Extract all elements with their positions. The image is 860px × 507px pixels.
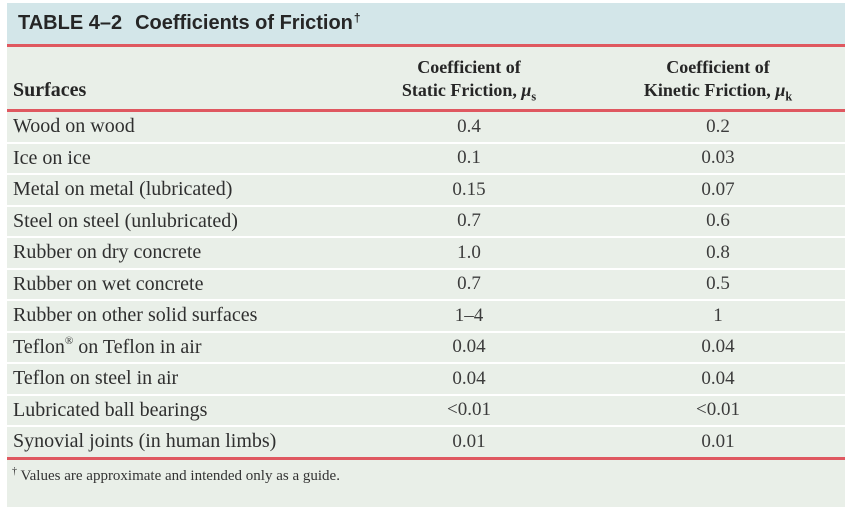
surface-cell: Ice on ice (7, 147, 347, 170)
surface-cell: Metal on metal (lubricated) (7, 178, 347, 201)
kinetic-value: 0.2 (706, 115, 730, 137)
mu-subscript-k: k (785, 89, 793, 104)
surface-label: Metal on metal (lubricated) (13, 178, 233, 201)
kinetic-value: <0.01 (696, 399, 740, 421)
static-value: 0.01 (452, 430, 486, 452)
kinetic-value: 0.8 (706, 241, 730, 263)
static-value: 0.04 (452, 336, 486, 358)
surface-cell: Lubricated ball bearings (7, 399, 347, 422)
mu-symbol: μ (775, 80, 786, 100)
surface-label: Teflon on steel in air (13, 367, 179, 390)
static-value: 0.7 (457, 210, 481, 232)
surface-label: Lubricated ball bearings (13, 398, 208, 421)
static-header-line2: Static Friction, μs (347, 79, 591, 104)
friction-table: TABLE 4–2 Coefficients of Friction † Sur… (7, 3, 845, 507)
column-header-static: Coefficient of Static Friction, μs (347, 56, 591, 104)
kinetic-value: 0.03 (701, 147, 735, 169)
surface-label: Ice on ice (13, 146, 91, 169)
table-number: TABLE 4–2 (18, 12, 123, 34)
table-row: Teflon® on Teflon in air 0.04 0.04 (7, 332, 845, 362)
table-footnote: † Values are approximate and intended on… (7, 459, 845, 507)
surface-cell: Rubber on dry concrete (7, 241, 347, 264)
surface-label: Rubber on dry concrete (13, 241, 202, 264)
table-row: Rubber on other solid surfaces 1–4 1 (7, 301, 845, 331)
static-header-line1: Coefficient of (417, 57, 521, 77)
table-row: Metal on metal (lubricated) 0.15 0.07 (7, 175, 845, 205)
static-value: 0.1 (457, 147, 481, 169)
table-row: Rubber on wet concrete 0.7 0.5 (7, 269, 845, 299)
table-heading: Coefficients of Friction (135, 12, 353, 34)
surface-label: Rubber on other solid surfaces (13, 304, 258, 327)
kinetic-header-line2: Kinetic Friction, μk (591, 79, 845, 104)
static-value: <0.01 (447, 399, 491, 421)
kinetic-header-line1: Coefficient of (666, 57, 770, 77)
kinetic-value: 0.04 (701, 336, 735, 358)
surface-cell: Teflon on steel in air (7, 367, 347, 390)
table-row: Lubricated ball bearings <0.01 <0.01 (7, 395, 845, 425)
kinetic-header-text: Kinetic Friction, (643, 80, 776, 100)
kinetic-value: 0.07 (701, 178, 735, 200)
surface-cell: Synovial joints (in human limbs) (7, 430, 347, 453)
surface-label: Wood on wood (13, 115, 135, 138)
registered-mark: ® (64, 335, 74, 348)
table-row: Wood on wood 0.4 0.2 (7, 112, 845, 142)
static-value: 1.0 (457, 241, 481, 263)
table-row: Ice on ice 0.1 0.03 (7, 143, 845, 173)
surface-cell: Teflon® on Teflon in air (7, 336, 347, 359)
rule-top (7, 44, 845, 47)
surface-label: Synovial joints (in human limbs) (13, 430, 277, 453)
static-value: 0.7 (457, 273, 481, 295)
kinetic-value: 0.5 (706, 273, 730, 295)
static-value: 0.04 (452, 367, 486, 389)
surface-label: Steel on steel (unlubricated) (13, 209, 238, 232)
rule-header-bottom (7, 109, 845, 112)
mu-subscript-s: s (531, 89, 537, 104)
static-value: 1–4 (454, 304, 484, 326)
rule-bottom (7, 456, 845, 460)
kinetic-value: 0.01 (701, 430, 735, 452)
column-header-kinetic: Coefficient of Kinetic Friction, μk (591, 56, 845, 104)
static-value: 0.4 (457, 115, 481, 137)
surface-label: Rubber on wet concrete (13, 272, 204, 295)
table-body: Wood on wood 0.4 0.2 Ice on ice 0.1 0.03… (7, 112, 845, 457)
surface-label-rest: on Teflon in air (73, 335, 202, 358)
mu-symbol: μ (521, 80, 532, 100)
table-row: Synovial joints (in human limbs) 0.01 0.… (7, 427, 845, 457)
dagger-icon: † (12, 465, 17, 477)
static-header-text: Static Friction, (401, 80, 522, 100)
table-header-row: Surfaces Coefficient of Static Friction,… (7, 47, 845, 109)
table-title-bar: TABLE 4–2 Coefficients of Friction † (7, 3, 845, 44)
surface-cell: Steel on steel (unlubricated) (7, 210, 347, 233)
surface-label: Teflon (13, 335, 65, 358)
surface-cell: Rubber on other solid surfaces (7, 304, 347, 327)
surface-cell: Wood on wood (7, 115, 347, 138)
table-row: Steel on steel (unlubricated) 0.7 0.6 (7, 206, 845, 236)
table-row: Teflon on steel in air 0.04 0.04 (7, 364, 845, 394)
footnote-text: Values are approximate and intended only… (17, 467, 340, 484)
column-header-surfaces: Surfaces (13, 79, 87, 101)
kinetic-value: 0.6 (706, 210, 730, 232)
static-value: 0.15 (452, 178, 486, 200)
table-row: Rubber on dry concrete 1.0 0.8 (7, 238, 845, 268)
kinetic-value: 0.04 (701, 367, 735, 389)
surface-cell: Rubber on wet concrete (7, 273, 347, 296)
kinetic-value: 1 (713, 304, 723, 326)
